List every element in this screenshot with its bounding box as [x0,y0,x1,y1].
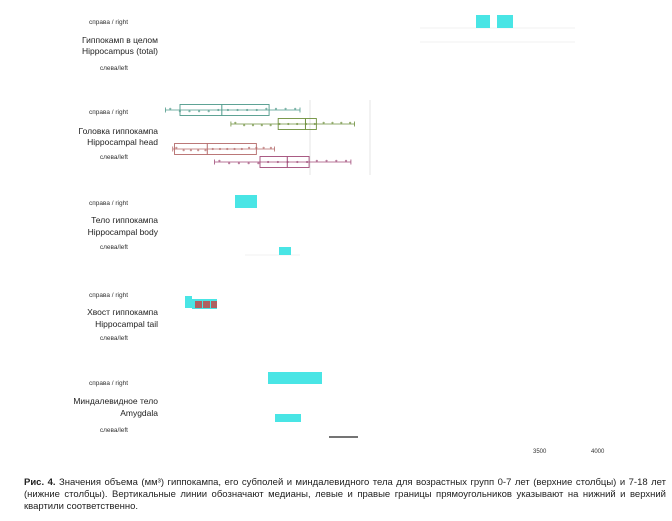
row-label-left: слева/left [99,244,128,251]
data-point [294,107,297,110]
highlight-mark [476,15,490,28]
data-point [265,107,268,110]
data-point [204,149,207,152]
group-label-ru: Миндалевидное тело [73,396,158,406]
group-label-ru: Тело гиппокампа [91,215,158,225]
data-point [178,110,181,113]
data-point [243,124,246,127]
group-label-ru: Гиппокамп в целом [82,35,158,45]
data-point [304,122,308,126]
data-point [218,147,222,151]
data-point [286,160,289,164]
data-point [325,159,328,162]
group-label-ru: Хвост гиппокампа [87,307,158,317]
data-point [331,121,334,124]
data-point [240,147,243,151]
data-point [217,108,220,112]
data-point [188,110,191,113]
data-point [262,146,265,149]
data-point [315,159,318,162]
data-point [233,147,236,151]
data-point [189,149,193,152]
highlight-mark [279,247,291,255]
data-point [344,159,348,162]
data-point [313,122,316,126]
group-label-en: Amygdala [120,408,158,418]
highlight-mark [211,301,217,308]
data-point [207,110,210,113]
figure-caption: Рис. 4. Значения объема (мм³) гиппокампа… [24,477,666,513]
group-label-en: Hippocampus (total) [81,46,158,56]
data-point [284,107,287,110]
data-point [296,160,299,164]
data-point [175,146,178,149]
row-label-right: справа / right [88,292,128,299]
highlight-mark [275,414,301,422]
data-point [305,160,309,164]
data-point [340,121,343,124]
row-label-left: слева/left [99,427,128,434]
box [174,143,257,155]
data-point [322,121,325,124]
group-label-en: Hippocampal head [87,137,158,147]
data-point [335,159,338,162]
data-point [276,160,279,164]
row-label-right: справа / right [88,200,128,207]
data-point [278,122,281,126]
row-label-left: слева/left [99,65,128,72]
data-point [228,162,231,165]
highlight-mark [497,15,513,28]
row-label-left: слева/left [99,335,128,342]
data-point [226,147,229,151]
box [179,104,270,116]
group-label-en: Hippocampal body [87,227,158,237]
caption-text: Значения объема (мм³) гиппокампа, его су… [24,477,666,512]
data-point [237,162,240,165]
box-series-group [165,104,355,168]
highlight-mark [268,372,322,384]
data-point [349,121,352,124]
row-label-left: слева/left [99,154,128,161]
data-point [211,147,214,151]
data-point [257,162,260,165]
group-label-en: Hippocampal tail [95,319,158,329]
data-point [287,122,290,126]
data-point [247,162,250,165]
data-point [267,160,270,164]
data-point [246,108,249,112]
x-tick-label: 3500 [533,449,547,455]
boxplot-chart [165,15,575,438]
row-label-right: справа / right [88,19,128,26]
data-point [236,108,239,112]
box [277,118,317,130]
data-point [260,124,263,127]
data-point [269,146,273,149]
row-label-right: справа / right [88,109,128,116]
row-label-right: справа / right [88,380,128,387]
data-point [251,124,255,127]
highlight-mark [195,301,202,308]
data-point [197,149,200,152]
data-point [182,149,185,152]
data-point [274,107,278,110]
data-point [296,122,299,126]
highlight-mark [203,301,210,308]
data-point [226,108,230,112]
data-point [169,107,172,110]
data-point [255,146,258,149]
data-point [197,110,201,113]
data-point [269,124,272,127]
caption-prefix: Рис. 4. [24,477,56,488]
highlight-mark [185,296,192,308]
x-tick-label: 4000 [591,449,605,455]
box [259,156,310,168]
highlight-mark [235,195,257,208]
data-point [247,146,251,149]
data-point [218,159,221,162]
data-point [255,108,258,112]
group-label-ru: Головка гиппокампа [78,126,158,136]
data-point [234,121,237,124]
